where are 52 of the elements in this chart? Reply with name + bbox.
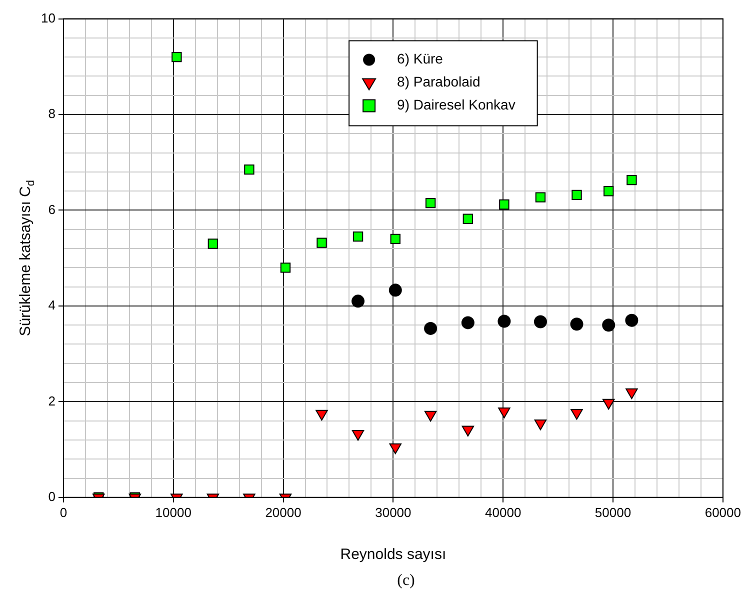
point: [625, 314, 638, 327]
point: [604, 186, 614, 196]
y-tick-label: 4: [48, 298, 56, 313]
legend-label: 6) Küre: [397, 50, 444, 67]
point: [352, 231, 364, 242]
y-tick-label: 10: [40, 10, 56, 26]
text: (c): [396, 572, 416, 590]
point: [572, 190, 582, 200]
point: [498, 314, 511, 328]
point: [244, 164, 254, 175]
y-tick-label: 8: [48, 106, 56, 122]
y-tick-label: 0: [48, 488, 56, 504]
point: [626, 174, 637, 186]
point: [424, 410, 437, 422]
point: [280, 262, 291, 273]
point: [602, 398, 615, 410]
x-tick-label: 50000: [594, 504, 632, 520]
point: [208, 238, 218, 249]
point: [425, 198, 436, 208]
x-tick-label: 10000: [155, 504, 192, 520]
point: [389, 443, 402, 454]
point: [499, 199, 510, 210]
x-axis-title: Reynolds sayısı: [340, 546, 446, 564]
x-tick-label: 60000: [704, 504, 742, 520]
point: [498, 408, 510, 418]
point: [352, 294, 365, 308]
legend-label: 8) Parabolaid: [397, 74, 480, 90]
point: [626, 388, 638, 400]
x-tick-label: 0: [60, 504, 68, 520]
x-tick-label: 20000: [265, 504, 302, 520]
point: [461, 316, 474, 330]
point: [172, 52, 182, 62]
point: [534, 315, 547, 328]
y-axis-title: Sürükleme katsayısı Cd: [17, 180, 38, 336]
point: [424, 322, 438, 335]
x-tick-label: 40000: [485, 504, 522, 520]
point: [462, 214, 474, 224]
y-tick-label: 6: [48, 202, 56, 217]
point: [388, 284, 402, 297]
point: [535, 192, 546, 202]
point: [352, 430, 364, 441]
point: [570, 318, 584, 331]
point: [602, 318, 616, 332]
point: [316, 410, 328, 421]
legend-label: 9) Dairesel Konkav: [397, 96, 516, 113]
y-tick-label: 2: [48, 393, 56, 408]
point: [390, 234, 400, 244]
point: [316, 238, 327, 248]
x-tick-label: 30000: [375, 504, 412, 520]
point: [534, 419, 547, 430]
point: [570, 408, 583, 420]
point: [462, 426, 474, 436]
